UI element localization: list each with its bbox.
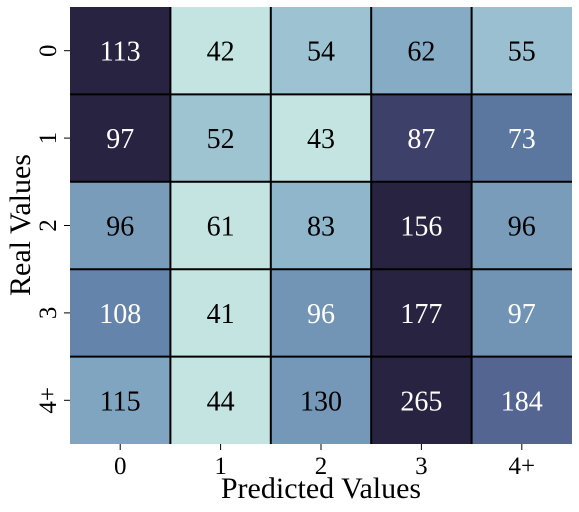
cell-value-label: 130 [300,386,342,417]
heatmap-cell [471,94,572,182]
y-tick-label: 3 [35,307,62,320]
heatmap-cell [371,7,472,95]
cell-value-label: 113 [100,37,141,68]
heatmap-cell [371,181,472,270]
cell-value-label: 83 [307,212,335,243]
cell-value-label: 156 [400,212,442,243]
cell-value-label: 97 [508,299,536,330]
cell-value-label: 43 [307,124,335,155]
cell-value-label: 177 [400,299,442,330]
cell-value-label: 52 [207,124,235,155]
cell-value-label: 108 [99,299,141,330]
y-tick-label: 1 [35,132,62,145]
cell-value-label: 61 [207,212,235,243]
heatmap-cell [270,94,372,182]
cell-value-label: 96 [307,299,335,330]
heatmap-cell [270,269,372,357]
cell-value-label: 87 [407,124,435,155]
heatmap-cell [170,356,271,444]
heatmap-cell [170,7,271,95]
y-tick-label: 2 [35,219,62,232]
cell-value-label: 54 [307,37,335,68]
heatmap-cell [70,94,171,182]
heatmap-cell [170,269,271,357]
y-axis-ticks: 0 1 2 3 4+ [35,44,70,414]
x-tick-label: 1 [214,453,227,480]
heatmap-cell [471,7,572,95]
cell-value-label: 265 [400,386,442,417]
cell-value-label: 73 [508,124,536,155]
heatmap-cell [70,181,171,270]
cell-value-label: 41 [207,299,235,330]
heatmap-cell [170,181,271,270]
heatmap-cell [471,269,572,357]
x-tick-label: 3 [415,453,428,480]
heatmap-cell [70,269,171,357]
x-axis-label: Predicted Values [221,472,421,505]
x-tick-label: 4+ [508,453,535,480]
x-axis-ticks: 0 1 2 3 4+ [114,444,535,480]
heatmap-cell [371,356,472,444]
x-tick-label: 0 [114,453,127,480]
heatmap-cell [471,356,572,444]
cell-value-label: 96 [106,212,134,243]
heatmap-cell [270,356,372,444]
heatmap-cell [70,356,171,444]
x-tick-label: 2 [315,453,328,480]
heatmap-cell [170,94,271,182]
cell-value-label: 96 [508,212,536,243]
y-axis-label: Real Values [4,154,37,296]
heatmap-cell [371,94,472,182]
y-tick-label: 4+ [35,387,62,414]
cell-value-label: 97 [106,124,134,155]
cell-value-label: 115 [100,386,141,417]
heatmap-cells: 113 42 54 62 55 97 52 43 87 73 96 61 83 156 96 108 41 96 1… [70,7,572,444]
cell-value-label: 184 [501,386,543,417]
heatmap-cell [70,7,171,95]
cell-value-label: 44 [207,386,235,417]
heatmap-cell [270,7,372,95]
heatmap-cell [270,181,372,270]
cell-value-label: 42 [207,37,235,68]
cell-value-label: 55 [508,37,536,68]
y-tick-label: 0 [35,44,62,57]
heatmap-cell [471,181,572,270]
cell-value-label: 62 [407,37,435,68]
heatmap-cell [371,269,472,357]
